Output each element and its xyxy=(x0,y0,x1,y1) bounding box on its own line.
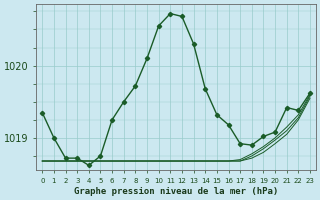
X-axis label: Graphe pression niveau de la mer (hPa): Graphe pression niveau de la mer (hPa) xyxy=(74,187,278,196)
